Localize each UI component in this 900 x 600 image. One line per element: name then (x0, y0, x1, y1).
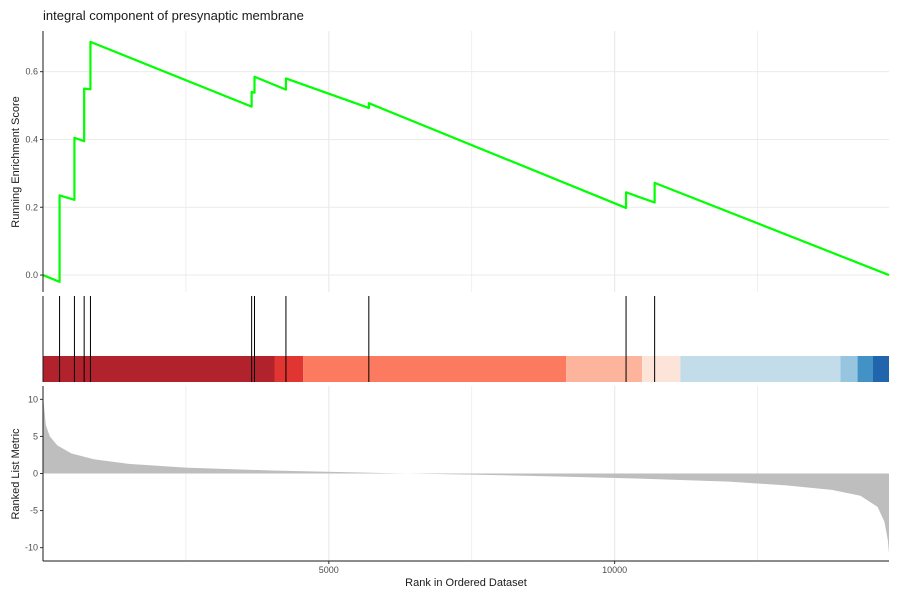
y-tick-label-bottom: 0 (33, 469, 38, 479)
y-tick-label-bottom: 10 (28, 394, 38, 404)
y-axis-label-ranked-metric: Ranked List Metric (10, 428, 22, 520)
y-tick-label-top: 0.2 (25, 202, 38, 212)
y-axis-label-running-score: Running Enrichment Score (10, 96, 22, 227)
running-score-line (42, 40, 890, 283)
x-tick-label: 5000 (319, 565, 339, 575)
color-band (872, 356, 889, 382)
y-tick-label-top: 0.4 (25, 134, 38, 144)
chart-title: integral component of presynaptic membra… (43, 8, 304, 23)
color-band (303, 356, 567, 382)
x-tick-label: 10000 (602, 565, 627, 575)
color-band (840, 356, 858, 382)
color-band-strip (43, 356, 889, 382)
color-band (566, 356, 643, 382)
color-band (43, 356, 275, 382)
running-score-polyline (42, 40, 890, 283)
y-tick-label-bottom: -5 (30, 506, 38, 516)
tick-labels: 0.0 0.2 0.4 0.6 10 5 0 -5 -10 5000 10000 (25, 67, 627, 575)
color-band (274, 356, 304, 382)
x-axis-label: Rank in Ordered Dataset (405, 577, 527, 589)
y-tick-label-bottom: 5 (33, 431, 38, 441)
color-band (680, 356, 841, 382)
y-tick-label-top: 0.6 (25, 67, 38, 77)
ranked-metric-area-path (43, 395, 889, 554)
color-band (642, 356, 681, 382)
y-tick-label-top: 0.0 (25, 270, 38, 280)
ranked-metric-area (43, 395, 889, 554)
y-tick-label-bottom: -10 (25, 543, 38, 553)
color-band (857, 356, 873, 382)
gene-hit-marks (59, 296, 656, 382)
